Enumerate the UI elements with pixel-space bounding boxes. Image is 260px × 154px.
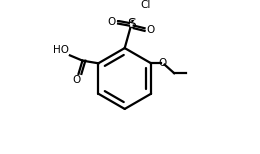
Text: O: O bbox=[147, 25, 155, 35]
Text: O: O bbox=[108, 17, 116, 27]
Text: HO: HO bbox=[53, 45, 69, 55]
Text: Cl: Cl bbox=[141, 0, 151, 10]
Text: O: O bbox=[159, 58, 167, 68]
Text: S: S bbox=[127, 17, 136, 31]
Text: O: O bbox=[72, 75, 81, 85]
